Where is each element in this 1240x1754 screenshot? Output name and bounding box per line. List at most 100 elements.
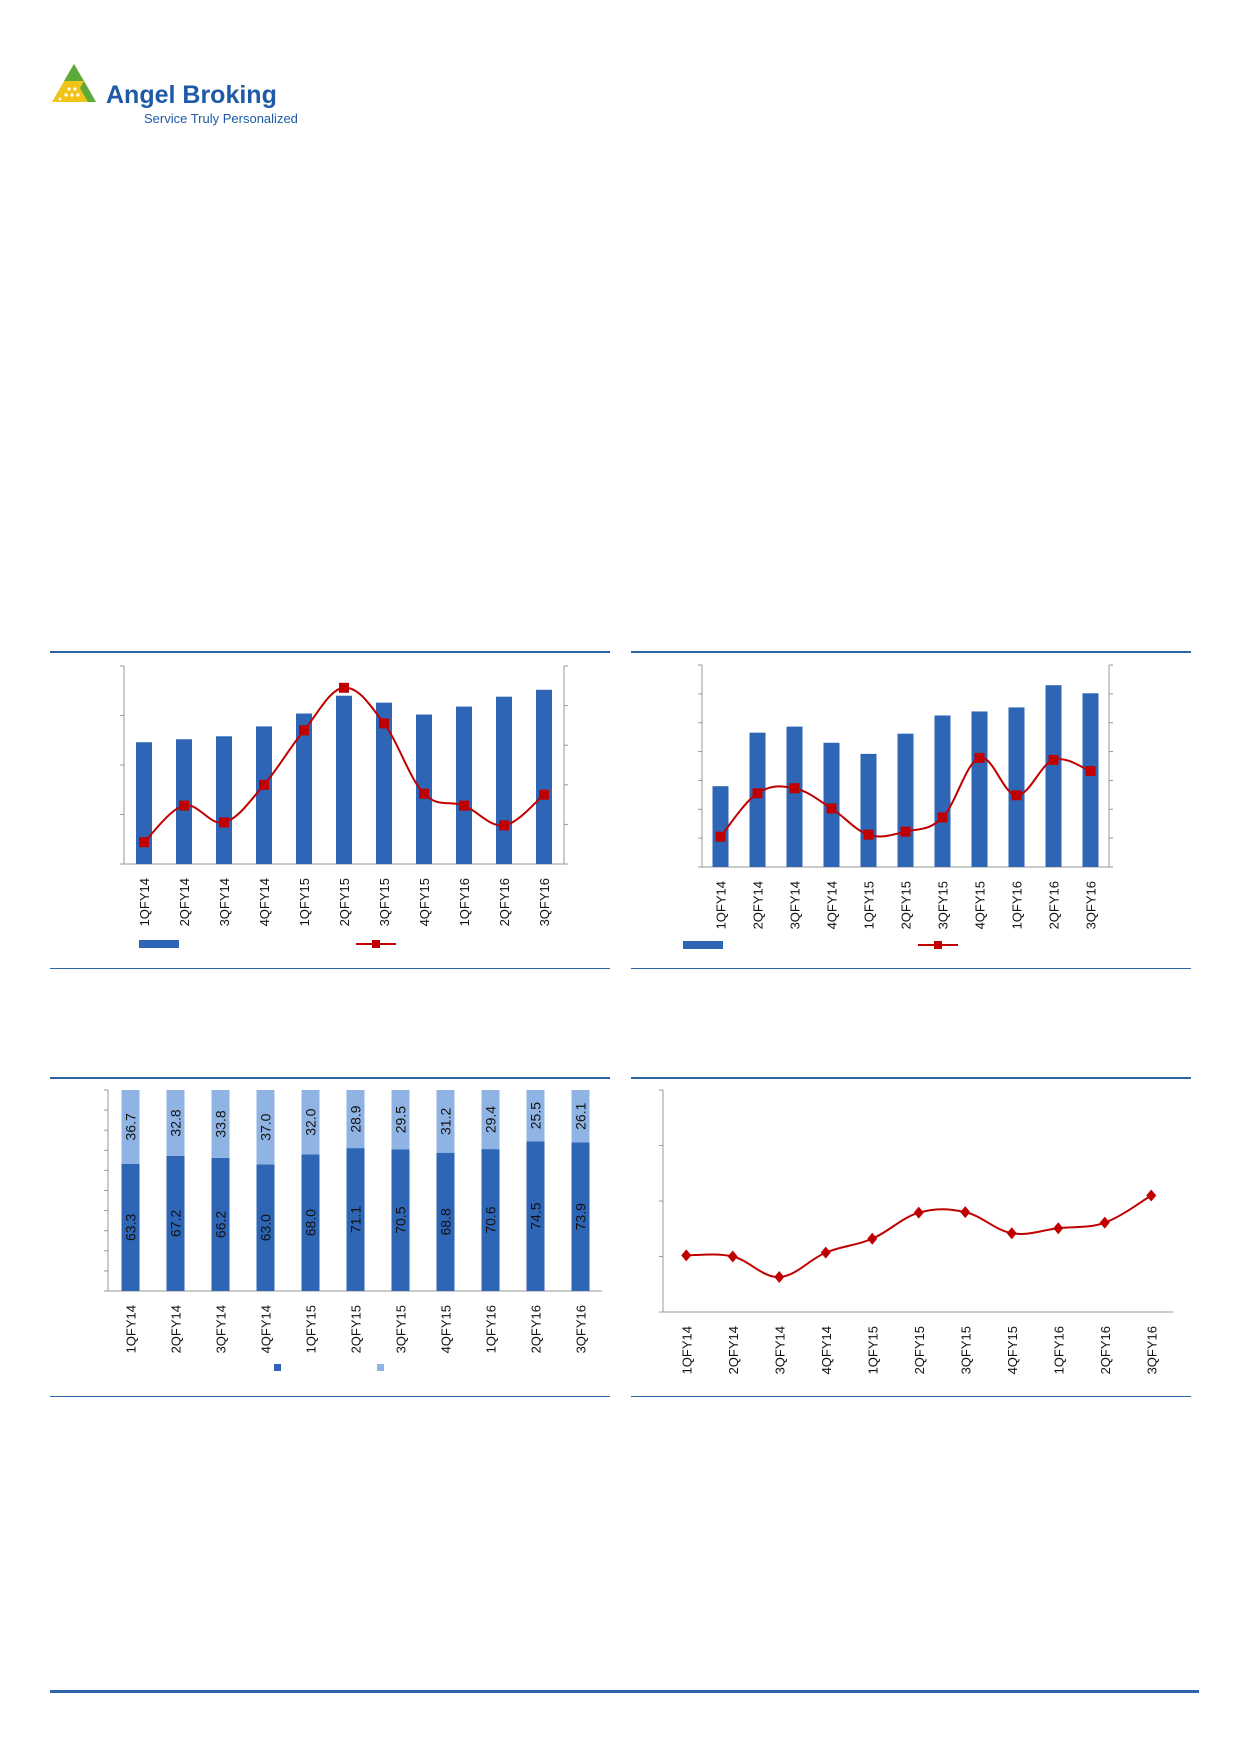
x-tick-label: 4QFY15 [1005, 1326, 1020, 1374]
data-label: 63.0 [258, 1214, 274, 1241]
chart-bottom-rule [631, 968, 1191, 969]
bar [897, 733, 914, 867]
x-tick-label: 2QFY16 [1047, 881, 1062, 929]
stacked-bar-upper [301, 1090, 320, 1155]
x-tick-label: 3QFY14 [217, 878, 232, 926]
data-label: 63.3 [123, 1214, 139, 1241]
data-label: 73.9 [573, 1203, 589, 1230]
chart-1-svg: 1QFY14 2QFY14 3QFY14 4QFY14 1QFY15 2QFY15 3QFY… [120, 665, 568, 948]
data-label: 71.1 [348, 1206, 364, 1233]
legend-light-swatch [377, 1364, 384, 1371]
stacked-bar-lower [571, 1142, 590, 1291]
line-marker [1099, 1216, 1110, 1229]
bar [1045, 685, 1062, 867]
legend-bar-swatch [683, 941, 723, 949]
x-tick-label: 2QFY14 [177, 878, 192, 926]
data-label: 26.1 [573, 1102, 589, 1129]
x-tick-label: 3QFY15 [958, 1326, 973, 1374]
x-tick-label: 2QFY14 [169, 1305, 184, 1353]
line-marker [1011, 790, 1022, 801]
x-tick-label: 3QFY16 [537, 878, 552, 926]
data-label: 28.9 [348, 1105, 364, 1132]
stacked-bar-lower [481, 1149, 500, 1291]
chart-4-svg: 1QFY14 2QFY14 3QFY14 4QFY14 1QFY15 2QFY15 3QFY… [659, 1089, 1173, 1374]
line-marker [974, 752, 985, 763]
line-marker [219, 817, 229, 828]
x-tick-label: 1QFY16 [1051, 1326, 1066, 1374]
line-marker [459, 800, 469, 811]
stacked-bar-upper [481, 1090, 500, 1150]
line-marker [752, 788, 763, 799]
data-label: 33.8 [213, 1110, 229, 1137]
stacked-bar-lower [436, 1152, 455, 1291]
line-marker [539, 789, 549, 800]
x-tick-label: 2QFY15 [349, 1305, 364, 1353]
chart-bottom-rule [50, 968, 610, 969]
brand-name: Angel Broking [106, 81, 277, 109]
brand-logo: Angel Broking Service Truly Personalized [52, 62, 312, 136]
stacked-bar-upper [166, 1090, 185, 1156]
legend-bar-swatch [139, 940, 179, 948]
x-tick-label: 2QFY15 [899, 881, 914, 929]
line-marker [727, 1250, 738, 1263]
line-marker [139, 837, 149, 848]
x-tick-label: 3QFY15 [936, 881, 951, 929]
x-tick-label: 3QFY15 [377, 878, 392, 926]
x-tick-label: 1QFY14 [124, 1305, 139, 1353]
data-label: 70.6 [483, 1206, 499, 1233]
x-tick-label: 1QFY16 [484, 1305, 499, 1353]
x-tick-label: 2QFY16 [529, 1305, 544, 1353]
x-tick-label: 1QFY15 [304, 1305, 319, 1353]
bar [712, 786, 729, 867]
footer-rule [50, 1690, 1199, 1693]
bar [136, 742, 152, 864]
x-tick-label: 2QFY14 [751, 881, 766, 929]
bar [934, 715, 951, 867]
brand-tagline: Service Truly Personalized [144, 111, 298, 126]
bar [216, 736, 232, 864]
chart-panel-4: 1QFY14 2QFY14 3QFY14 4QFY14 1QFY15 2QFY15 3QFY… [631, 1077, 1191, 1397]
x-tick-label: 3QFY14 [788, 881, 803, 929]
x-tick-label: 2QFY15 [912, 1326, 927, 1374]
chart-panel-2: 1QFY14 2QFY14 3QFY14 4QFY14 1QFY15 2QFY15 3QFY… [631, 651, 1191, 969]
x-tick-label: 1QFY15 [865, 1326, 880, 1374]
stacked-bar-lower [211, 1157, 230, 1291]
x-tick-label: 4QFY15 [417, 878, 432, 926]
line-marker [913, 1206, 924, 1219]
stacked-bar-lower [346, 1148, 365, 1291]
stacked-bar-lower [121, 1163, 140, 1291]
data-label: 36.7 [123, 1113, 139, 1140]
chart-panel-3: 63.3 36.7 67.2 32.8 66.2 33.8 63.0 37.0 68.0 32.0… [50, 1077, 610, 1397]
x-tick-label: 3QFY14 [772, 1326, 787, 1374]
bar [749, 732, 766, 867]
bar [860, 753, 877, 867]
stacked-bar-upper [121, 1090, 140, 1164]
x-tick-label: 1QFY14 [137, 878, 152, 926]
x-tick-label: 1QFY15 [862, 881, 877, 929]
bar [1008, 707, 1025, 867]
data-label: 37.0 [258, 1113, 274, 1140]
stacked-bar-upper [571, 1090, 590, 1143]
line-marker [826, 803, 837, 814]
line-marker [867, 1232, 878, 1245]
x-tick-label: 4QFY15 [973, 881, 988, 929]
chart-top-rule [631, 651, 1191, 653]
data-label: 32.8 [168, 1109, 184, 1136]
x-tick-label: 3QFY15 [394, 1305, 409, 1353]
line-marker [259, 779, 269, 790]
line-marker [863, 829, 874, 840]
x-tick-label: 3QFY16 [1144, 1326, 1159, 1374]
data-label: 74.5 [528, 1202, 544, 1229]
stacked-bar-lower [391, 1149, 410, 1291]
data-label: 66.2 [213, 1211, 229, 1238]
line-marker [681, 1249, 692, 1262]
x-tick-label: 4QFY14 [257, 878, 272, 926]
line-marker [1048, 754, 1059, 765]
stacked-bar-lower [256, 1164, 275, 1291]
stacked-bar-lower [166, 1155, 185, 1291]
chart-top-rule [50, 651, 610, 653]
line-marker [820, 1246, 831, 1259]
data-label: 32.0 [303, 1108, 319, 1135]
stacked-bar-upper [346, 1090, 365, 1149]
line-marker [1053, 1222, 1064, 1235]
